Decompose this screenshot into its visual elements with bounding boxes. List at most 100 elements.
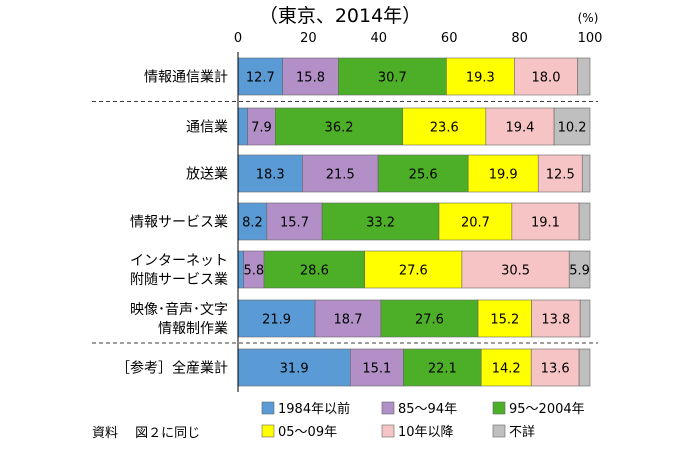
data-label: 30.7 bbox=[378, 71, 407, 86]
bar-segment bbox=[480, 348, 532, 387]
bar-segment bbox=[579, 299, 591, 338]
x-tick-label: 60 bbox=[441, 31, 458, 46]
data-label: 25.6 bbox=[409, 168, 438, 183]
data-label: 19.4 bbox=[505, 121, 534, 136]
data-label: 10.2 bbox=[558, 121, 587, 136]
legend-swatch bbox=[492, 401, 506, 415]
bar-segment bbox=[349, 348, 404, 387]
category-label: 情報制作業 bbox=[158, 321, 228, 337]
data-label: 12.5 bbox=[546, 168, 575, 183]
legend-swatch bbox=[261, 401, 275, 415]
bar-segment bbox=[338, 57, 447, 96]
legend-label: 不詳 bbox=[509, 424, 535, 440]
bar-segment bbox=[402, 107, 487, 146]
legend-label: 1984年以前 bbox=[278, 401, 350, 417]
data-label: 18.7 bbox=[334, 313, 363, 328]
category-label: 映像･音声･文字 bbox=[130, 301, 228, 318]
data-label: 15.1 bbox=[362, 362, 391, 377]
bar-segment bbox=[321, 202, 440, 241]
bar-segment bbox=[531, 299, 581, 338]
bar-segment bbox=[377, 154, 469, 193]
category-label: 情報通信業計 bbox=[144, 70, 228, 86]
category-label: 放送業 bbox=[186, 167, 228, 183]
bar-segment bbox=[364, 250, 463, 289]
data-label: 14.2 bbox=[492, 362, 521, 377]
bar-segment bbox=[578, 202, 591, 241]
data-label: 33.2 bbox=[366, 216, 395, 231]
data-label: 27.6 bbox=[415, 313, 444, 328]
data-label: 18.0 bbox=[532, 71, 561, 86]
data-label: 21.5 bbox=[326, 168, 355, 183]
bar-segment bbox=[438, 202, 513, 241]
data-label: 36.2 bbox=[325, 121, 354, 136]
data-label: 23.6 bbox=[430, 121, 459, 136]
x-tick-label: 0 bbox=[234, 31, 242, 46]
bar-segment bbox=[477, 299, 532, 338]
category-label: インターネット bbox=[130, 253, 228, 269]
category-label: ［参考］全産業計 bbox=[116, 360, 228, 377]
legend-swatch bbox=[492, 424, 506, 438]
data-label: 19.3 bbox=[466, 71, 495, 86]
data-label: 20.7 bbox=[461, 216, 490, 231]
legend-label: 10年以降 bbox=[398, 425, 454, 440]
bar-segment bbox=[237, 57, 284, 96]
bar-segment bbox=[314, 299, 382, 338]
legend-swatch bbox=[381, 401, 395, 415]
data-label: 8.2 bbox=[242, 216, 263, 231]
data-label: 15.7 bbox=[280, 216, 309, 231]
legend-label: 95～2004年 bbox=[509, 402, 585, 417]
category-label: 通信業 bbox=[186, 120, 228, 136]
bar-segment bbox=[237, 299, 316, 338]
bar-segment bbox=[275, 107, 404, 146]
x-tick-label: 80 bbox=[511, 31, 528, 46]
data-label: 18.3 bbox=[256, 168, 285, 183]
data-label: 15.8 bbox=[296, 71, 325, 86]
legend-swatch bbox=[381, 424, 395, 438]
data-label: 12.7 bbox=[246, 71, 275, 86]
data-label: 30.5 bbox=[501, 264, 530, 279]
data-label: 21.9 bbox=[262, 313, 291, 328]
category-label: 情報サービス業 bbox=[130, 215, 228, 231]
bar-segment bbox=[578, 348, 591, 387]
data-label: 7.9 bbox=[251, 121, 272, 136]
data-label: 19.1 bbox=[531, 216, 560, 231]
x-tick-label: 20 bbox=[300, 31, 317, 46]
x-tick-label: 100 bbox=[578, 31, 603, 46]
legend-swatch bbox=[261, 424, 275, 438]
data-label: 13.6 bbox=[541, 362, 570, 377]
data-label: 5.8 bbox=[243, 264, 264, 279]
bar-segment bbox=[282, 57, 339, 96]
legend-label: 85～94年 bbox=[398, 402, 457, 417]
x-tick-label: 40 bbox=[371, 31, 388, 46]
data-label: 15.2 bbox=[490, 313, 519, 328]
chart-title: （東京、2014年） bbox=[259, 5, 421, 27]
data-label: 22.1 bbox=[428, 362, 457, 377]
category-label: 附随サービス業 bbox=[130, 272, 228, 288]
data-label: 28.6 bbox=[300, 264, 329, 279]
source-note: 資料 図２に同じ bbox=[92, 426, 200, 441]
data-label: 31.9 bbox=[280, 362, 309, 377]
bar-segment bbox=[237, 107, 248, 146]
data-label: 13.8 bbox=[541, 313, 570, 328]
data-label: 5.9 bbox=[569, 264, 590, 279]
data-label: 27.6 bbox=[399, 264, 428, 279]
bar-segment bbox=[581, 154, 591, 193]
bar-segment bbox=[568, 250, 591, 289]
bar-segment bbox=[247, 107, 276, 146]
data-label: 19.9 bbox=[489, 168, 518, 183]
bar-segment bbox=[446, 57, 515, 96]
bar-segment bbox=[553, 107, 591, 146]
bar-segment bbox=[485, 107, 555, 146]
bar-segment bbox=[461, 250, 570, 289]
bar-segment bbox=[514, 57, 578, 96]
bar-segment bbox=[467, 154, 539, 193]
legend-label: 05～09年 bbox=[278, 425, 337, 440]
bar-segment bbox=[530, 348, 580, 387]
bar-segment bbox=[403, 348, 482, 387]
bar-segment bbox=[266, 202, 323, 241]
bar-segment bbox=[302, 154, 379, 193]
unit-label: (%) bbox=[578, 11, 599, 25]
bar-segment bbox=[511, 202, 580, 241]
bar-segment bbox=[577, 57, 591, 96]
